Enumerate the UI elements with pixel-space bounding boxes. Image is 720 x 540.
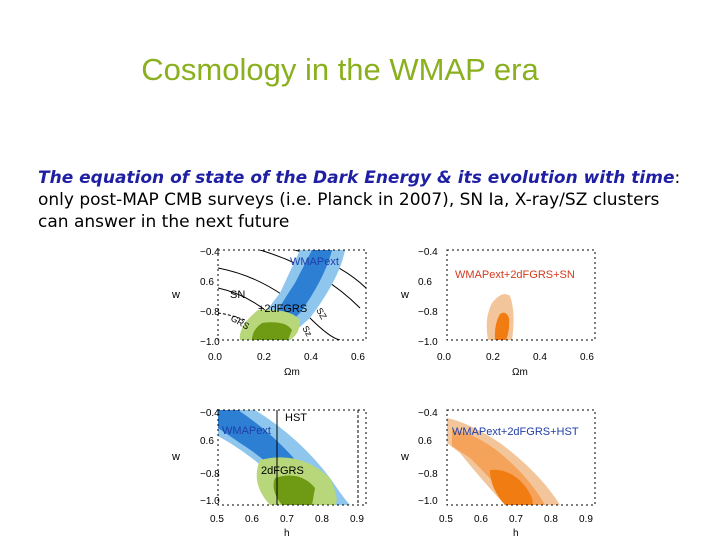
x-tick-label: 0.4 — [304, 352, 318, 363]
x-tick-label: 0.6 — [580, 352, 594, 363]
x-tick-label: 0.8 — [315, 514, 329, 525]
x-tick-label: 0.6 — [351, 352, 365, 363]
y-tick-label: −0.4 — [200, 408, 220, 419]
y-axis-label: w — [171, 289, 180, 301]
slide-title: Cosmology in the WMAP era — [141, 52, 539, 87]
x-tick-label: 0.2 — [486, 352, 500, 363]
y-tick-label: −1.0 — [418, 337, 438, 348]
y-tick-label: −0.4 — [200, 247, 220, 258]
y-tick-label: −1.0 — [418, 496, 438, 507]
x-tick-label: 0.5 — [210, 514, 224, 525]
combo-inner-region — [494, 312, 510, 340]
y-tick-label: 0.6 — [200, 436, 214, 447]
x-tick-label: 0.0 — [437, 352, 451, 363]
panel-bottom-right: WMAPext+2dFGRS+HST w −0.4 0.6 −0.8 −1.0 … — [400, 408, 596, 539]
panel-top-right: WMAPext+2dFGRS+SN w −0.4 0.6 −0.8 −1.0 0… — [400, 247, 596, 378]
x-tick-label: 0.9 — [350, 514, 364, 525]
panel-label: WMAPext — [290, 256, 339, 268]
y-tick-label: 0.6 — [200, 277, 214, 288]
panel-label: WMAPext — [222, 425, 271, 437]
panel-bottom-left: HST WMAPext 2dFGRS w −0.4 0.6 −0.8 −1.0 … — [171, 408, 367, 539]
y-tick-label: −0.8 — [200, 469, 220, 480]
x-tick-label: 0.7 — [509, 514, 523, 525]
x-axis-label: Ωm — [284, 367, 300, 378]
y-tick-label: 0.6 — [418, 277, 432, 288]
y-tick-label: −0.4 — [418, 408, 438, 419]
panel-label: WMAPext+2dFGRS+HST — [452, 426, 579, 438]
panel-label: HST — [285, 412, 307, 424]
lss-inner-region — [273, 475, 315, 505]
x-tick-label: 0.8 — [544, 514, 558, 525]
lss-inner-region — [252, 322, 292, 340]
panel-top-left: WMAPext SN +2dFGRS GRS SZ Sz w −0.4 0.6 … — [171, 247, 367, 378]
combo-inner-region — [490, 469, 533, 505]
x-tick-label: 0.7 — [280, 514, 294, 525]
y-tick-label: −0.8 — [200, 307, 220, 318]
panel-label: +2dFGRS — [258, 303, 307, 315]
emphasis-text: The equation of state of the Dark Energy… — [38, 168, 675, 188]
y-tick-label: −1.0 — [200, 337, 220, 348]
body-rest-text: : only post-MAP CMB surveys (i.e. Planck… — [38, 168, 681, 232]
y-axis-label: w — [400, 451, 409, 463]
y-tick-label: 0.6 — [418, 436, 432, 447]
x-axis-label: h — [513, 528, 519, 539]
y-tick-label: −1.0 — [200, 496, 220, 507]
slide-body-text: The equation of state of the Dark Energy… — [38, 167, 688, 233]
x-tick-label: 0.2 — [257, 352, 271, 363]
y-tick-label: −0.8 — [418, 307, 438, 318]
panel-label: Sz — [300, 324, 314, 339]
x-tick-label: 0.4 — [533, 352, 547, 363]
y-axis-label: w — [400, 289, 409, 301]
constraint-panels: WMAPext SN +2dFGRS GRS SZ Sz w −0.4 0.6 … — [171, 247, 596, 539]
y-tick-label: −0.8 — [418, 469, 438, 480]
x-tick-label: 0.6 — [245, 514, 259, 525]
x-tick-label: 0.0 — [208, 352, 222, 363]
panel-label: 2dFGRS — [261, 465, 304, 477]
x-axis-label: h — [284, 528, 290, 539]
y-axis-label: w — [171, 451, 180, 463]
x-tick-label: 0.5 — [439, 514, 453, 525]
panel-label: SN — [230, 289, 245, 301]
y-tick-label: −0.4 — [418, 247, 438, 258]
x-axis-label: Ωm — [512, 367, 528, 378]
x-tick-label: 0.6 — [474, 514, 488, 525]
panel-label: WMAPext+2dFGRS+SN — [455, 269, 575, 281]
x-tick-label: 0.9 — [579, 514, 593, 525]
